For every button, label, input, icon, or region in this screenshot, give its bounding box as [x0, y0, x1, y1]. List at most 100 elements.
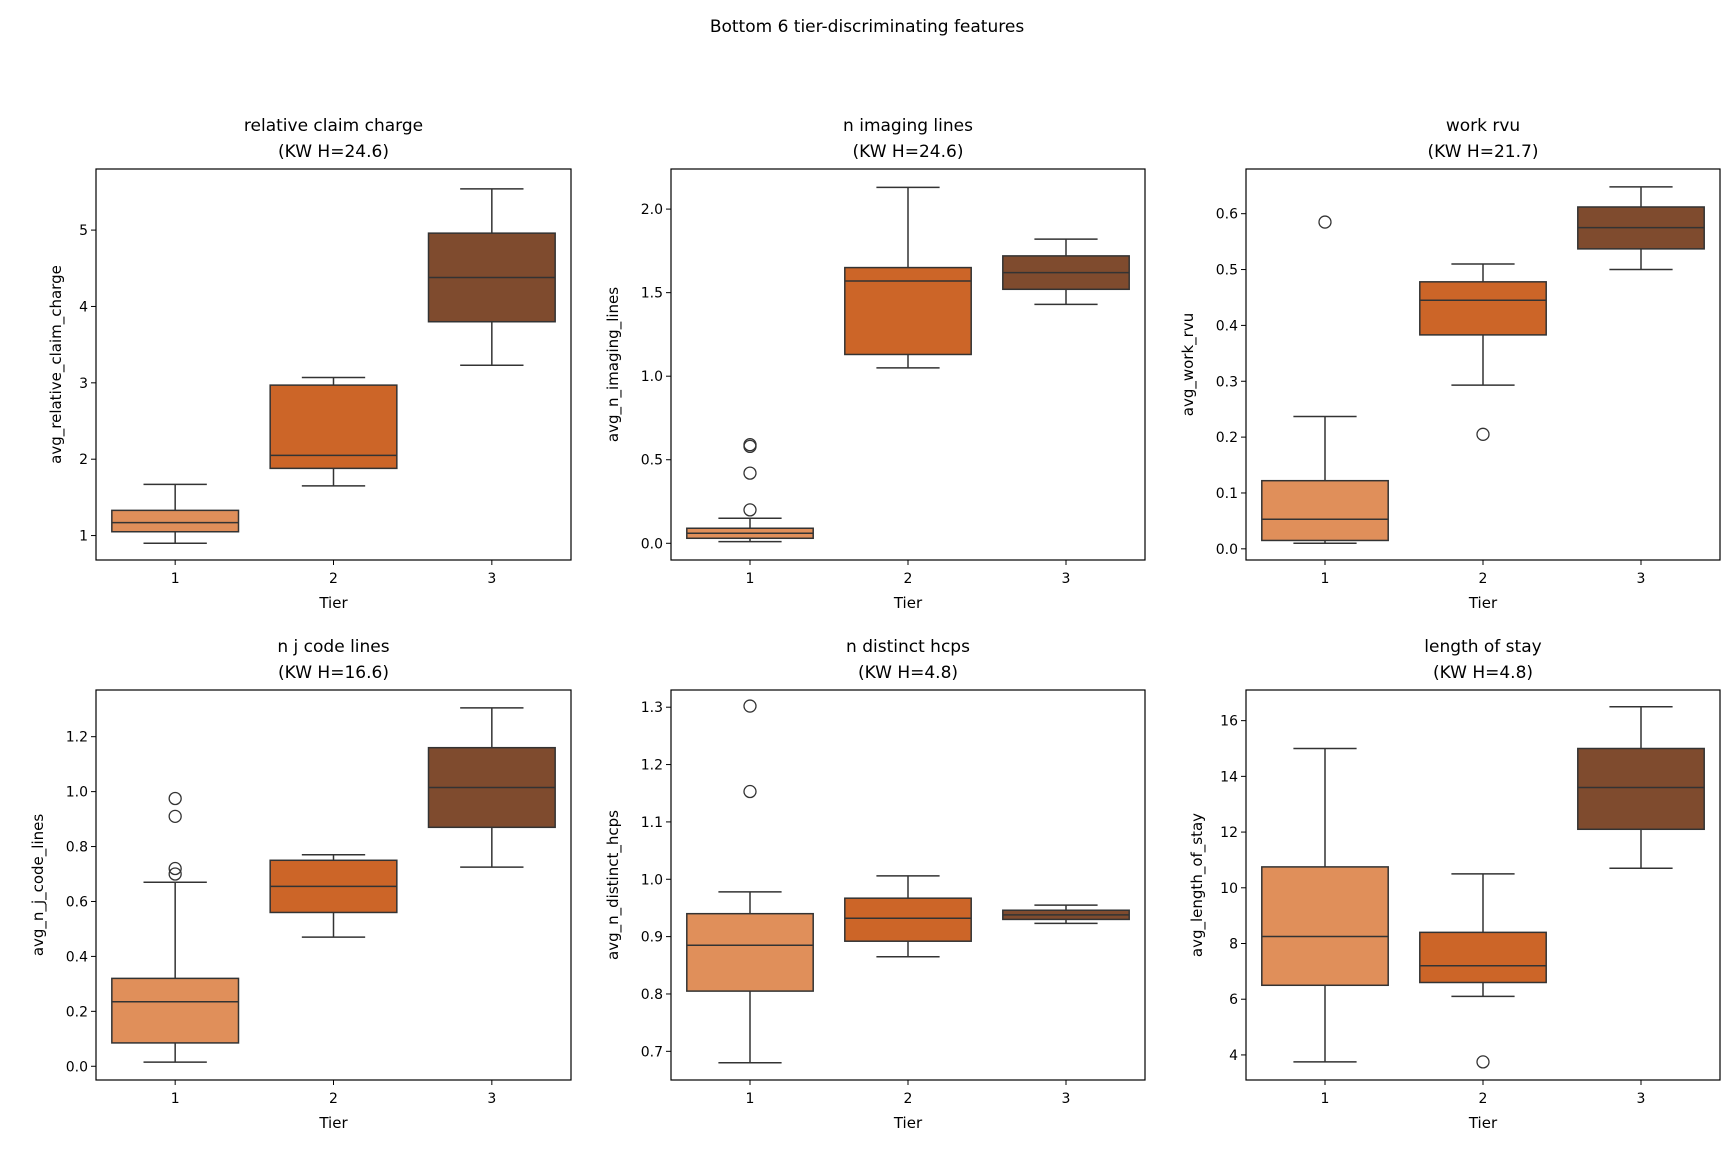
outlier-point	[168, 791, 182, 806]
y-tick-label: 1.0	[641, 872, 663, 888]
x-tick-label: 1	[746, 1091, 755, 1107]
outlier-point	[168, 867, 182, 881]
outlier-point	[743, 466, 757, 480]
subplot-title: n distinct hcps	[846, 637, 970, 657]
y-axis-label: avg_length_of_stay	[1188, 813, 1207, 957]
x-tick-label: 3	[1062, 1091, 1071, 1107]
y-tick-label: 0.6	[1216, 207, 1238, 223]
box-tier-1	[686, 699, 814, 1064]
box-tier-1	[1261, 215, 1389, 544]
box-tier-2	[844, 875, 972, 958]
outlier-point	[168, 861, 182, 876]
y-tick-label: 1.3	[641, 700, 663, 716]
box-iqr	[111, 977, 240, 1044]
subplot-2: n imaging lines (KW H=24.6) 0.0 0.5 1.0 1.5 2.…	[604, 116, 1146, 612]
y-tick-label: 0.0	[641, 536, 663, 552]
outlier-point	[1318, 215, 1332, 229]
x-tick-label: 3	[1637, 571, 1646, 587]
y-tick-label: 0.4	[1216, 318, 1238, 334]
y-tick-label: 0.2	[1216, 430, 1238, 446]
x-axis-label: Tier	[893, 594, 923, 612]
subplot-title: relative claim charge	[244, 116, 423, 136]
y-tick-label: 6	[1229, 992, 1238, 1008]
box-iqr	[1261, 479, 1389, 542]
x-tick-label: 3	[1637, 1091, 1646, 1107]
x-tick-label: 2	[329, 571, 338, 587]
box-tier-1	[1261, 747, 1389, 1063]
box-iqr	[1577, 747, 1705, 831]
y-tick-label: 1	[79, 529, 88, 545]
y-tick-label: 0.0	[66, 1059, 88, 1075]
box-tier-1	[111, 483, 240, 544]
box-iqr	[111, 509, 240, 533]
outlier-point	[743, 438, 757, 452]
x-axis-label: Tier	[1468, 1114, 1498, 1132]
box-tier-3	[427, 707, 556, 868]
x-tick-label: 1	[1321, 571, 1330, 587]
subplot-subtitle: (KW H=4.8)	[1433, 663, 1533, 683]
box-tier-2	[269, 854, 398, 938]
y-tick-label: 1.2	[66, 730, 88, 746]
y-tick-label: 1.0	[641, 369, 663, 385]
outlier-point	[168, 809, 182, 823]
box-tier-3	[1002, 238, 1130, 306]
outlier-point	[743, 503, 757, 517]
outlier-point	[743, 784, 757, 799]
box-tier-2	[844, 186, 972, 369]
outlier-point	[1476, 1055, 1490, 1069]
subplot-subtitle: (KW H=24.6)	[853, 142, 964, 162]
box-tier-3	[1002, 904, 1130, 925]
y-axis-label: avg_n_imaging_lines	[604, 287, 623, 442]
axes-frame	[1245, 168, 1721, 561]
y-axis-label: avg_n_j_code_lines	[29, 814, 48, 957]
y-tick-label: 0.0	[1216, 542, 1238, 558]
x-tick-label: 2	[1479, 1091, 1488, 1107]
y-tick-label: 1.0	[66, 785, 88, 801]
subplot-subtitle: (KW H=21.7)	[1428, 142, 1539, 162]
box-tier-1	[111, 791, 240, 1063]
axes-frame	[670, 168, 1146, 561]
box-tier-2	[269, 376, 398, 487]
y-axis-label: avg_work_rvu	[1179, 313, 1198, 416]
y-tick-label: 1.5	[641, 286, 663, 302]
y-tick-label: 2	[79, 452, 88, 468]
y-tick-label: 10	[1220, 881, 1238, 897]
subplot-3: work rvu (KW H=21.7) 0.0 0.1 0.2 0.3 0.4 0.5 0.6…	[1179, 116, 1721, 612]
x-tick-label: 1	[171, 1091, 180, 1107]
y-tick-label: 3	[79, 376, 88, 392]
subplot-subtitle: (KW H=24.6)	[278, 142, 389, 162]
y-tick-label: 1.2	[641, 758, 663, 774]
y-tick-label: 1.1	[641, 815, 663, 831]
x-axis-label: Tier	[1468, 594, 1498, 612]
y-tick-label: 14	[1220, 769, 1238, 785]
box-tier-3	[427, 188, 556, 367]
y-tick-label: 8	[1229, 937, 1238, 953]
subplot-title: n imaging lines	[843, 116, 973, 136]
axes-frame	[1245, 689, 1721, 1081]
y-tick-label: 5	[79, 223, 88, 239]
subplot-title: work rvu	[1446, 116, 1520, 136]
box-iqr	[844, 266, 972, 356]
y-tick-label: 0.5	[641, 453, 663, 469]
x-axis-label: Tier	[318, 594, 348, 612]
y-tick-label: 0.2	[66, 1004, 88, 1020]
x-tick-label: 3	[487, 1091, 496, 1107]
outlier-point	[743, 699, 757, 713]
box-tier-1	[686, 438, 814, 543]
y-tick-label: 0.6	[66, 894, 88, 910]
y-tick-label: 0.1	[1216, 486, 1238, 502]
x-tick-label: 1	[171, 571, 180, 587]
y-tick-label: 4	[1229, 1048, 1238, 1064]
y-tick-label: 12	[1220, 825, 1238, 841]
x-tick-label: 3	[487, 571, 496, 587]
y-tick-label: 0.9	[641, 930, 663, 946]
x-axis-label: Tier	[318, 1114, 348, 1132]
box-iqr	[686, 912, 814, 992]
box-iqr	[1261, 866, 1389, 987]
subplot-5: n distinct hcps (KW H=4.8) 0.7 0.8 0.9 1.0 1.1…	[604, 637, 1146, 1132]
y-axis-label: avg_relative_claim_charge	[47, 265, 66, 464]
box-tier-2	[1419, 263, 1547, 441]
subplot-title: length of stay	[1424, 637, 1541, 657]
box-tier-2	[1419, 873, 1547, 1069]
